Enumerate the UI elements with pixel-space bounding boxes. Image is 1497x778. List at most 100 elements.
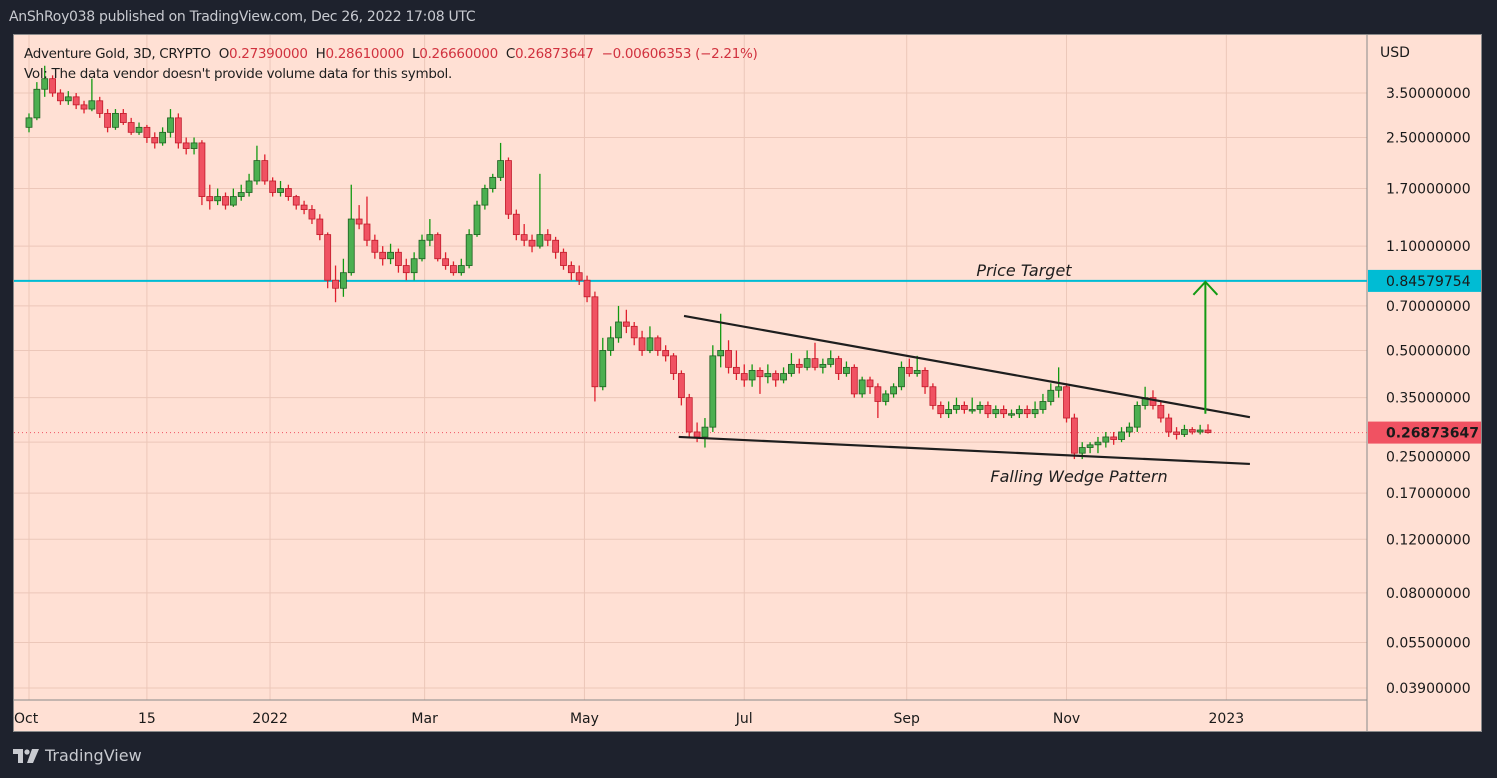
candle-body	[811, 358, 819, 368]
candle	[25, 113, 33, 133]
candle	[733, 350, 740, 380]
candle	[992, 405, 1000, 419]
candle	[811, 342, 819, 371]
candle	[607, 326, 615, 356]
price-tick-label: 3.50000000	[1386, 86, 1471, 102]
candle-body	[300, 204, 308, 210]
candle-body	[772, 373, 780, 381]
candle	[803, 350, 811, 371]
brand-name: TradingView	[45, 746, 142, 765]
wedge-pattern-label: Falling Wedge Pattern	[990, 467, 1167, 486]
candle-body	[725, 350, 732, 368]
tradingview-brand[interactable]: TradingView	[13, 746, 142, 765]
candle-body	[874, 386, 882, 402]
candle	[497, 142, 505, 181]
candle	[1133, 401, 1141, 432]
price-tick-label: 0.25000000	[1386, 450, 1471, 466]
price-target-badge-label: 0.84579754	[1386, 274, 1471, 290]
candle-body	[112, 112, 119, 128]
candle-body	[505, 160, 512, 215]
candle-body	[339, 272, 347, 289]
candle-body	[615, 321, 622, 339]
candle-body	[269, 180, 277, 193]
candle-body	[324, 234, 332, 281]
candle	[167, 109, 174, 138]
price-chart[interactable]: Price Target Falling Wedge Pattern USD 3.50…	[14, 35, 1482, 732]
candle-body	[591, 296, 599, 388]
candle-body	[819, 363, 827, 368]
candle	[332, 265, 339, 303]
open-value: 0.27390000	[229, 46, 308, 62]
candle-body	[1181, 429, 1188, 435]
candle-body	[567, 265, 575, 274]
candle	[1165, 413, 1173, 437]
candle	[1102, 431, 1110, 448]
candle-body	[677, 373, 685, 399]
price-tick-label: 0.05500000	[1386, 635, 1471, 651]
candle	[913, 355, 921, 377]
candle-body	[1055, 386, 1063, 391]
candle	[473, 200, 481, 237]
candle-body	[709, 355, 717, 428]
candle-body	[646, 337, 654, 351]
candle	[843, 361, 850, 377]
candle	[1023, 405, 1031, 419]
candle-body	[206, 196, 214, 202]
price-tick-label: 0.03900000	[1386, 681, 1471, 697]
candle-body	[473, 204, 481, 236]
candle-body	[803, 358, 811, 368]
candle	[1173, 427, 1180, 440]
candle	[41, 65, 49, 97]
candle	[127, 117, 135, 135]
candle	[206, 184, 214, 210]
symbol-title[interactable]: Adventure Gold, 3D, CRYPTO	[24, 46, 211, 62]
candle	[245, 173, 253, 197]
candle	[237, 184, 245, 201]
candle-body	[945, 409, 953, 415]
price-target-badge	[1368, 269, 1481, 292]
candle	[229, 188, 237, 207]
candle-body	[379, 251, 387, 260]
candle-body	[929, 386, 937, 406]
candle-body	[937, 405, 945, 415]
time-tick-label: Mar	[411, 711, 438, 727]
target-arrow-head-icon	[1192, 280, 1219, 296]
candle	[355, 205, 363, 230]
candle-body	[843, 366, 850, 374]
candle-body	[599, 350, 607, 388]
candle-body	[261, 160, 269, 182]
candle	[505, 157, 512, 220]
candle	[866, 376, 874, 394]
candle	[261, 154, 269, 185]
candle-body	[465, 234, 473, 266]
tradingview-logo-icon	[13, 748, 39, 763]
candle-body	[512, 213, 520, 236]
candle	[1188, 427, 1196, 435]
candle	[112, 109, 119, 130]
candle	[1063, 383, 1070, 423]
candle-body	[135, 126, 143, 133]
candle-body	[497, 160, 505, 178]
candle-body	[788, 363, 795, 374]
candle	[1039, 393, 1047, 414]
candle	[1126, 422, 1133, 437]
wedge-lower-line	[678, 435, 1250, 466]
candle	[96, 96, 104, 118]
candle	[599, 337, 607, 391]
candle-body	[49, 78, 56, 94]
candle-body	[395, 251, 402, 266]
candle	[450, 261, 457, 276]
chart-panel[interactable]: Price Target Falling Wedge Pattern USD 3.50…	[13, 34, 1482, 732]
candle	[174, 113, 182, 149]
candle-body	[1086, 444, 1094, 448]
candle	[387, 243, 394, 265]
price-tick-label: 0.70000000	[1386, 299, 1471, 315]
candle-body	[284, 188, 292, 197]
candle-body	[866, 379, 874, 388]
candle	[937, 401, 945, 419]
volume-row: Vol: The data vendor doesn't provide vol…	[24, 64, 758, 84]
candle	[945, 401, 953, 419]
candle-body	[434, 234, 442, 260]
candle-body	[127, 122, 135, 133]
low-value: 0.26660000	[419, 46, 498, 62]
